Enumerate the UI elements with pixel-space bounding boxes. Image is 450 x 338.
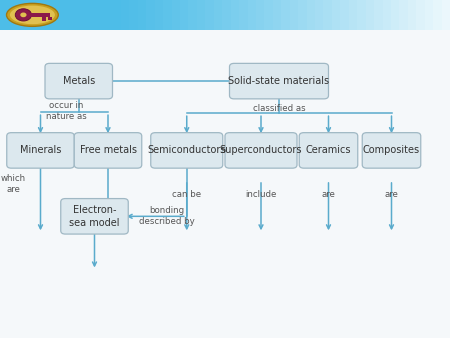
Bar: [146, 0, 155, 30]
Text: Minerals: Minerals: [20, 145, 61, 155]
FancyBboxPatch shape: [7, 132, 74, 168]
Bar: [315, 0, 324, 30]
Text: Free metals: Free metals: [80, 145, 136, 155]
Bar: [130, 0, 138, 30]
Bar: [214, 0, 222, 30]
Bar: [357, 0, 365, 30]
Bar: [197, 0, 205, 30]
FancyBboxPatch shape: [74, 132, 142, 168]
Bar: [48, 17, 52, 20]
Text: Ceramics: Ceramics: [306, 145, 351, 155]
Circle shape: [20, 13, 27, 17]
Text: can be: can be: [172, 190, 201, 199]
Bar: [171, 0, 180, 30]
Bar: [121, 0, 130, 30]
Bar: [349, 0, 357, 30]
Bar: [222, 0, 231, 30]
Ellipse shape: [10, 6, 55, 24]
Text: Composites: Composites: [363, 145, 420, 155]
Bar: [265, 0, 273, 30]
Bar: [374, 0, 382, 30]
Text: are: are: [385, 190, 398, 199]
Bar: [163, 0, 171, 30]
Circle shape: [15, 9, 32, 21]
Text: Solid-state materials: Solid-state materials: [229, 76, 329, 86]
Bar: [42, 17, 46, 21]
Text: occur in
nature as: occur in nature as: [46, 101, 87, 121]
Bar: [205, 0, 214, 30]
Bar: [433, 0, 441, 30]
Bar: [332, 0, 340, 30]
Bar: [382, 0, 391, 30]
Bar: [400, 0, 408, 30]
Bar: [306, 0, 315, 30]
Bar: [281, 0, 290, 30]
Bar: [138, 0, 146, 30]
Bar: [248, 0, 256, 30]
Bar: [408, 0, 416, 30]
Bar: [273, 0, 281, 30]
Text: are: are: [322, 190, 335, 199]
Bar: [324, 0, 332, 30]
FancyBboxPatch shape: [151, 132, 223, 168]
Bar: [23, 13, 50, 17]
Bar: [112, 0, 121, 30]
Bar: [155, 0, 163, 30]
Bar: [425, 0, 433, 30]
Text: bonding
described by: bonding described by: [139, 206, 194, 226]
Bar: [416, 0, 425, 30]
Bar: [0, 0, 450, 30]
Text: classified as: classified as: [253, 104, 305, 113]
FancyBboxPatch shape: [230, 64, 328, 99]
Bar: [298, 0, 306, 30]
Text: Electron-
sea model: Electron- sea model: [69, 205, 120, 227]
Bar: [256, 0, 265, 30]
Ellipse shape: [6, 3, 58, 26]
Text: Superconductors: Superconductors: [220, 145, 302, 155]
Bar: [230, 0, 239, 30]
Text: Metals: Metals: [63, 76, 95, 86]
FancyBboxPatch shape: [61, 199, 128, 234]
FancyBboxPatch shape: [45, 64, 112, 99]
FancyBboxPatch shape: [299, 132, 358, 168]
Bar: [391, 0, 400, 30]
FancyBboxPatch shape: [362, 132, 421, 168]
Text: include: include: [245, 190, 277, 199]
Bar: [290, 0, 298, 30]
FancyBboxPatch shape: [225, 132, 297, 168]
Bar: [365, 0, 374, 30]
Text: Semiconductors: Semiconductors: [148, 145, 226, 155]
Bar: [180, 0, 189, 30]
Bar: [441, 0, 450, 30]
Bar: [340, 0, 349, 30]
Bar: [189, 0, 197, 30]
Text: which
are: which are: [1, 174, 26, 194]
Bar: [239, 0, 248, 30]
